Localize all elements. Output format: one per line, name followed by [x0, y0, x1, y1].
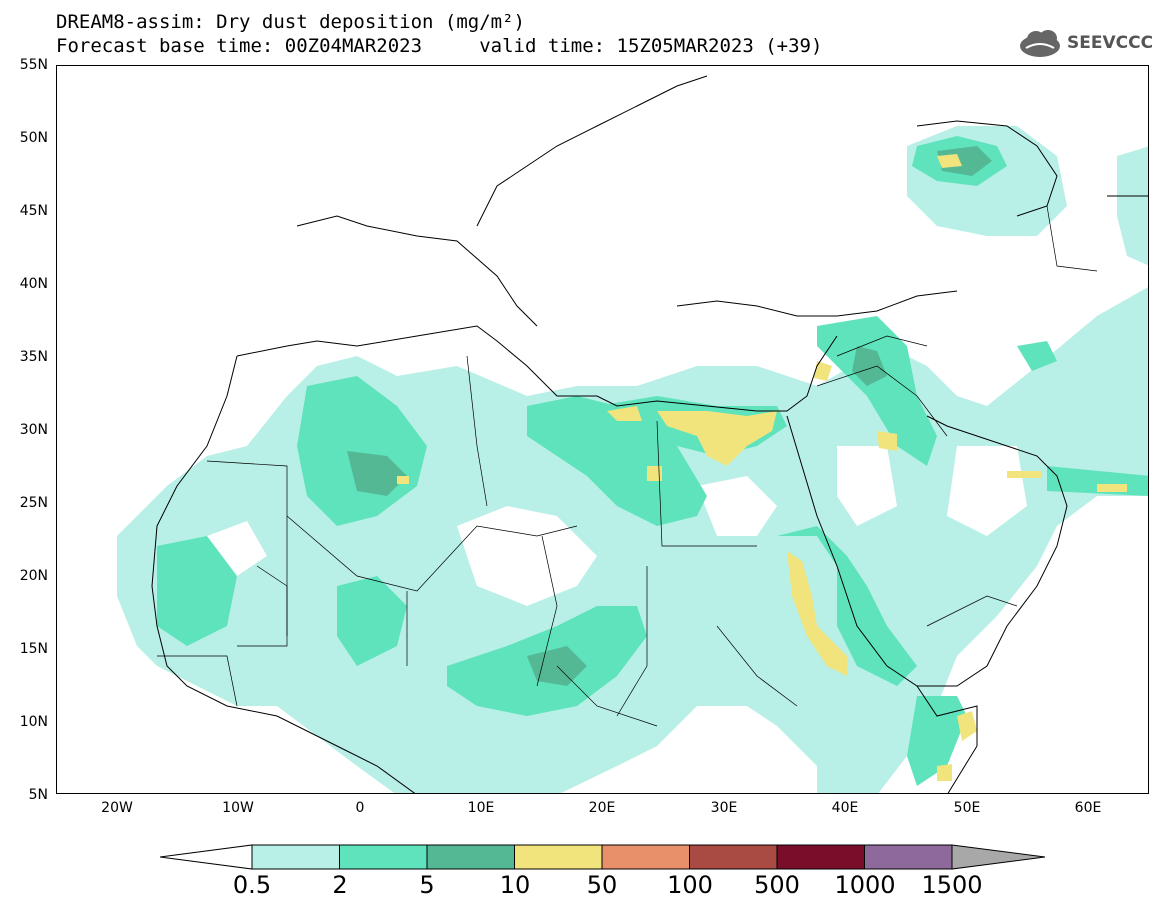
- colorbar-level-label: 100: [667, 871, 713, 899]
- lat-label: 25N: [19, 495, 48, 511]
- lon-label: 30E: [710, 800, 738, 816]
- lat-label: 55N: [19, 57, 48, 73]
- map-title: DREAM8-assim: Dry dust deposition (mg/m²…: [56, 11, 525, 33]
- colorbar-high-arrow: [951, 844, 1045, 870]
- lat-label: 5N: [28, 787, 48, 803]
- lon-label: 0: [355, 800, 365, 816]
- colorbar-swatch: [864, 844, 953, 870]
- map-area[interactable]: [56, 65, 1149, 794]
- seevccc-logo: [1020, 30, 1060, 57]
- colorbar-swatch: [776, 844, 865, 870]
- lat-label: 10N: [19, 714, 48, 730]
- lat-label: 40N: [19, 276, 48, 292]
- colorbar-swatch: [514, 844, 603, 870]
- lat-label: 15N: [19, 641, 48, 657]
- deposition-band-2: [157, 136, 1148, 786]
- colorbar-swatch: [601, 844, 690, 870]
- lon-label: 10W: [222, 800, 254, 816]
- colorbar: [160, 844, 1045, 870]
- colorbar-level-label: 1000: [834, 871, 896, 899]
- deposition-band-10: [397, 154, 1127, 781]
- lon-label: 40E: [831, 800, 859, 816]
- forecast-time-line: Forecast base time: 00Z04MAR2023 valid t…: [56, 35, 823, 57]
- colorbar-swatch: [426, 844, 515, 870]
- logo-text: SEEVCCC: [1067, 33, 1154, 53]
- dust-deposition-map: [117, 75, 1148, 793]
- lon-label: 20W: [101, 800, 133, 816]
- colorbar-level-label: 5: [419, 871, 435, 899]
- colorbar-swatch: [251, 844, 340, 870]
- colorbar-swatches: [251, 844, 953, 870]
- cloud-icon: [1020, 30, 1060, 57]
- colorbar-level-label: 500: [754, 871, 800, 899]
- colorbar-level-label: 1500: [921, 871, 983, 899]
- lon-label: 60E: [1074, 800, 1102, 816]
- lon-label: 10E: [467, 800, 495, 816]
- colorbar-level-label: 50: [586, 871, 618, 899]
- colorbar-level-label: 2: [332, 871, 348, 899]
- colorbar-swatch: [689, 844, 778, 870]
- coastlines: [151, 75, 1148, 793]
- lat-label: 50N: [19, 130, 48, 146]
- colorbar-level-label: 0.5: [232, 871, 272, 899]
- lat-label: 35N: [19, 349, 48, 365]
- lat-label: 20N: [19, 568, 48, 584]
- colorbar-swatch: [339, 844, 428, 870]
- colorbar-level-label: 10: [499, 871, 531, 899]
- colorbar-low-arrow: [160, 844, 253, 870]
- lat-label: 45N: [19, 203, 48, 219]
- country-borders: [157, 205, 1098, 727]
- lat-label: 30N: [19, 422, 48, 438]
- lon-label: 20E: [588, 800, 616, 816]
- lon-label: 50E: [953, 800, 981, 816]
